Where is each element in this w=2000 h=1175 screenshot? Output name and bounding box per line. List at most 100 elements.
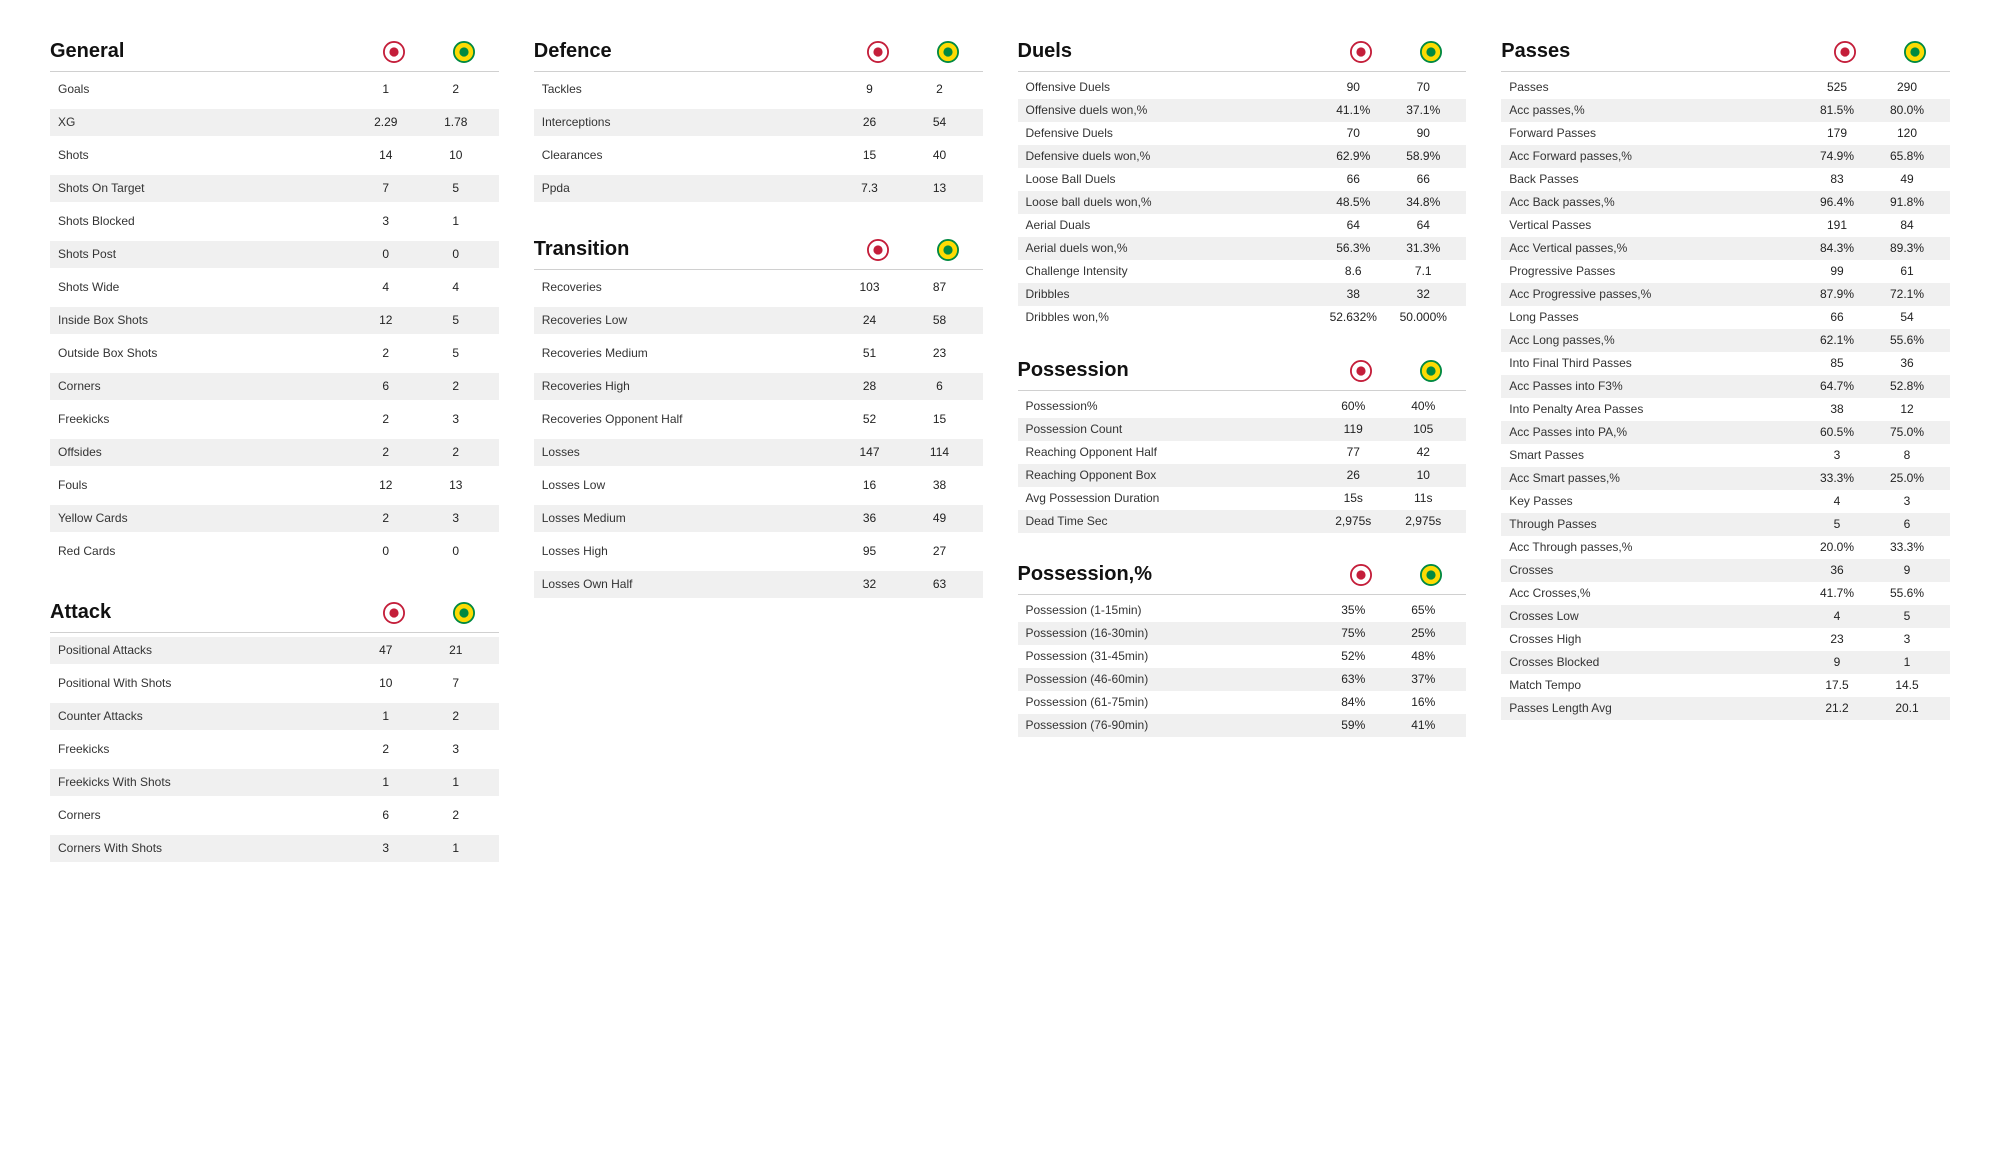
stat-label: Possession (76-90min) <box>1026 718 1319 732</box>
stat-value-team1: 51 <box>835 346 905 360</box>
stat-label: Forward Passes <box>1509 126 1802 140</box>
section-title: Passes <box>1501 40 1810 63</box>
stat-value-team1: 2 <box>351 445 421 459</box>
stat-value-team2: 1 <box>421 841 491 855</box>
stat-value-team2: 3 <box>421 742 491 756</box>
stat-row: Dead Time Sec 2,975s 2,975s <box>1018 510 1467 533</box>
stat-value-team1: 70 <box>1318 126 1388 140</box>
stat-value-team2: 37% <box>1388 672 1458 686</box>
stat-label: Losses Medium <box>542 511 835 525</box>
stat-value-team2: 4 <box>421 280 491 294</box>
section-defence: Defence Tackles 9 2 Interceptions 26 54 … <box>534 40 983 208</box>
stat-value-team2: 66 <box>1388 172 1458 186</box>
stat-row: Red Cards 0 0 <box>50 538 499 565</box>
section-header: Attack <box>50 601 499 633</box>
stat-label: Reaching Opponent Box <box>1026 468 1319 482</box>
stat-value-team1: 90 <box>1318 80 1388 94</box>
stat-value-team2: 38 <box>905 478 975 492</box>
section-header: Defence <box>534 40 983 72</box>
stat-value-team2: 34.8% <box>1388 195 1458 209</box>
stat-row: Defensive duels won,% 62.9% 58.9% <box>1018 145 1467 168</box>
stat-row: Possession (61-75min) 84% 16% <box>1018 691 1467 714</box>
stat-row: Ppda 7.3 13 <box>534 175 983 202</box>
stat-label: Losses <box>542 445 835 459</box>
stat-value-team1: 2 <box>351 511 421 525</box>
stat-label: Possession (46-60min) <box>1026 672 1319 686</box>
stat-row: Tackles 9 2 <box>534 76 983 103</box>
stat-row: Reaching Opponent Box 26 10 <box>1018 464 1467 487</box>
column-0: General Goals 1 2 XG 2.29 1.78 Shots 14 … <box>50 40 499 868</box>
stat-label: Possession (1-15min) <box>1026 603 1319 617</box>
stat-row: Acc Smart passes,% 33.3% 25.0% <box>1501 467 1950 490</box>
section-possession-: Possession,% Possession (1-15min) 35% 65… <box>1018 563 1467 737</box>
stat-label: Freekicks <box>58 742 351 756</box>
stat-value-team2: 105 <box>1388 422 1458 436</box>
stat-value-team1: 47 <box>351 643 421 657</box>
stat-label: Acc Smart passes,% <box>1509 471 1802 485</box>
stat-row: Acc Vertical passes,% 84.3% 89.3% <box>1501 237 1950 260</box>
stat-value-team1: 147 <box>835 445 905 459</box>
stat-row: Back Passes 83 49 <box>1501 168 1950 191</box>
stat-value-team1: 87.9% <box>1802 287 1872 301</box>
stat-label: Corners <box>58 379 351 393</box>
stat-value-team2: 36 <box>1872 356 1942 370</box>
stat-value-team1: 0 <box>351 247 421 261</box>
team1-crest-icon <box>843 41 913 63</box>
stat-value-team2: 20.1 <box>1872 701 1942 715</box>
stat-value-team1: 2,975s <box>1318 514 1388 528</box>
stat-row: Crosses 36 9 <box>1501 559 1950 582</box>
stat-row: Recoveries Opponent Half 52 15 <box>534 406 983 433</box>
stat-value-team2: 33.3% <box>1872 540 1942 554</box>
stat-value-team1: 99 <box>1802 264 1872 278</box>
stat-value-team1: 77 <box>1318 445 1388 459</box>
stat-row: Shots Blocked 3 1 <box>50 208 499 235</box>
stat-label: Acc Progressive passes,% <box>1509 287 1802 301</box>
stat-label: Red Cards <box>58 544 351 558</box>
stat-value-team2: 25.0% <box>1872 471 1942 485</box>
stat-row: Offsides 2 2 <box>50 439 499 466</box>
stat-value-team1: 83 <box>1802 172 1872 186</box>
stat-value-team1: 52% <box>1318 649 1388 663</box>
stat-label: Acc Back passes,% <box>1509 195 1802 209</box>
stat-value-team1: 9 <box>835 82 905 96</box>
stat-label: Inside Box Shots <box>58 313 351 327</box>
stat-value-team2: 54 <box>905 115 975 129</box>
stat-value-team2: 2 <box>905 82 975 96</box>
stat-label: Challenge Intensity <box>1026 264 1319 278</box>
stat-row: Recoveries 103 87 <box>534 274 983 301</box>
stat-value-team1: 12 <box>351 478 421 492</box>
stat-label: Losses Own Half <box>542 577 835 591</box>
stat-row: Defensive Duels 70 90 <box>1018 122 1467 145</box>
stat-row: Fouls 12 13 <box>50 472 499 499</box>
stat-value-team2: 27 <box>905 544 975 558</box>
stat-value-team1: 95 <box>835 544 905 558</box>
stat-value-team2: 65.8% <box>1872 149 1942 163</box>
section-header: Duels <box>1018 40 1467 72</box>
stat-value-team1: 17.5 <box>1802 678 1872 692</box>
stat-value-team2: 6 <box>905 379 975 393</box>
stat-label: Passes <box>1509 80 1802 94</box>
stat-row: Yellow Cards 2 3 <box>50 505 499 532</box>
stat-value-team1: 23 <box>1802 632 1872 646</box>
stat-label: Acc Passes into PA,% <box>1509 425 1802 439</box>
stat-value-team2: 15 <box>905 412 975 426</box>
stat-value-team2: 0 <box>421 247 491 261</box>
stat-value-team2: 290 <box>1872 80 1942 94</box>
stat-value-team1: 6 <box>351 379 421 393</box>
team1-crest-icon <box>843 239 913 261</box>
stat-value-team1: 56.3% <box>1318 241 1388 255</box>
stat-value-team1: 52.632% <box>1318 310 1388 324</box>
stat-label: Fouls <box>58 478 351 492</box>
stat-value-team1: 119 <box>1318 422 1388 436</box>
stat-label: Reaching Opponent Half <box>1026 445 1319 459</box>
stat-value-team1: 3 <box>351 841 421 855</box>
stat-label: Losses Low <box>542 478 835 492</box>
team1-crest-icon <box>1326 564 1396 586</box>
stat-row: Shots On Target 7 5 <box>50 175 499 202</box>
stat-label: Freekicks <box>58 412 351 426</box>
stat-label: XG <box>58 115 351 129</box>
stat-value-team2: 6 <box>1872 517 1942 531</box>
stat-row: Progressive Passes 99 61 <box>1501 260 1950 283</box>
stat-value-team2: 114 <box>905 445 975 459</box>
stat-value-team2: 14.5 <box>1872 678 1942 692</box>
